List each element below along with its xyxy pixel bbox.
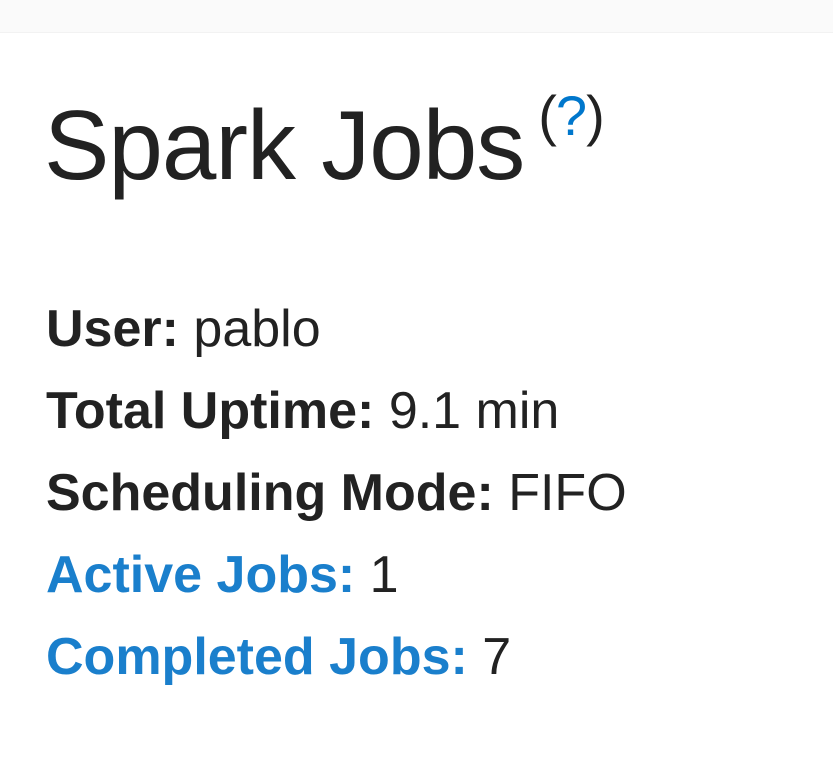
completed-jobs-item: Completed Jobs: 7 — [46, 628, 512, 686]
scheduling-mode-item: Scheduling Mode: FIFO — [46, 464, 627, 522]
active-jobs-link[interactable]: Active Jobs: — [46, 546, 356, 604]
uptime-item: Total Uptime: 9.1 min — [46, 382, 560, 440]
user-item: User: pablo — [46, 300, 321, 358]
help-tooltip[interactable]: (?) — [538, 84, 604, 147]
top-navbar — [0, 0, 833, 33]
page-title: Spark Jobs (?) — [44, 84, 605, 200]
active-jobs-item: Active Jobs: 1 — [46, 546, 399, 604]
summary-list: User: pablo Total Uptime: 9.1 min Schedu… — [46, 288, 627, 698]
help-link[interactable]: ? — [555, 84, 587, 147]
completed-jobs-link[interactable]: Completed Jobs: — [46, 628, 468, 686]
